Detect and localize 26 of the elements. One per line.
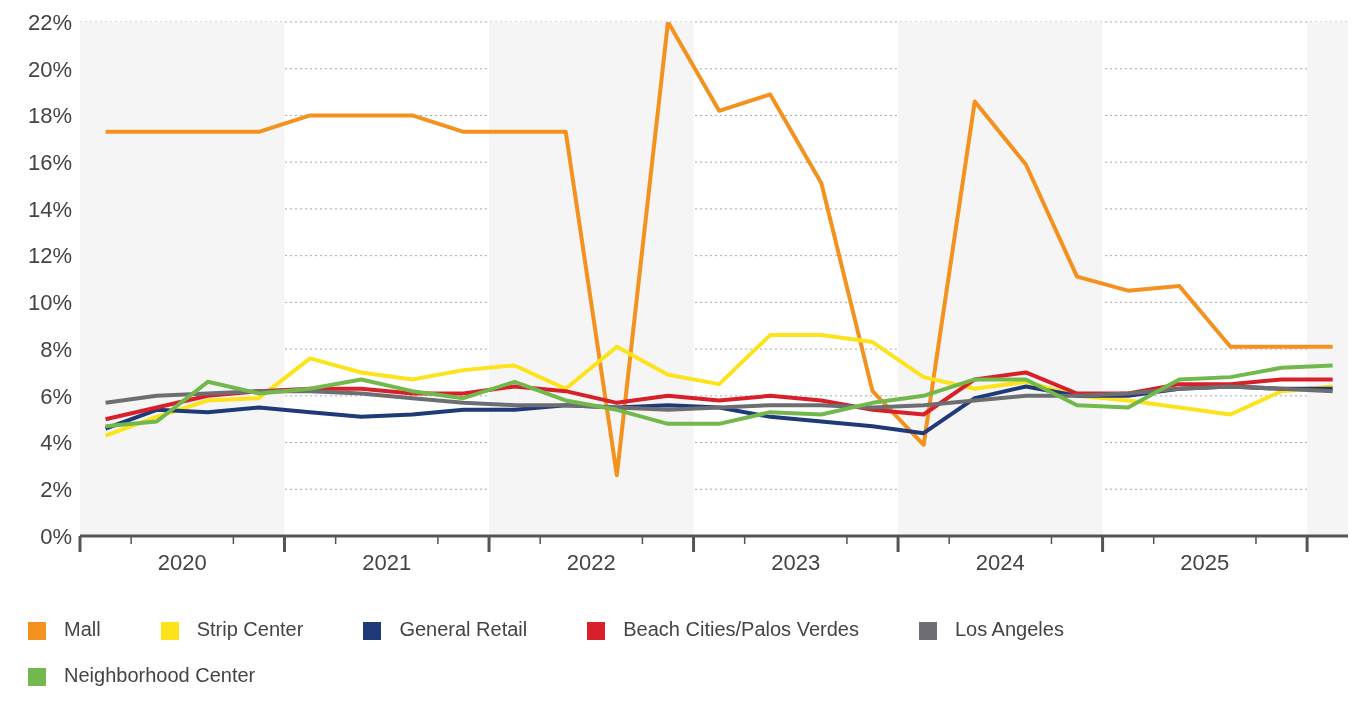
x-tick-label: 2020 — [157, 550, 207, 575]
legend-label: Mall — [64, 618, 101, 640]
y-tick-label: 18% — [27, 103, 72, 129]
y-tick-label: 16% — [27, 149, 72, 175]
y-tick-label: 0% — [40, 523, 72, 549]
legend-label: Strip Center — [196, 618, 304, 640]
y-tick-label: 12% — [27, 243, 72, 269]
x-tick-label: 2022 — [566, 550, 616, 575]
y-tick-label: 4% — [40, 430, 72, 456]
y-tick-label: 2% — [40, 477, 72, 503]
legend-label: Los Angeles — [954, 618, 1064, 640]
x-tick-label: 2023 — [771, 550, 821, 575]
y-tick-label: 10% — [27, 290, 72, 316]
x-tick-label: 2025 — [1180, 550, 1230, 575]
legend-label: General Retail — [399, 618, 528, 640]
y-tick-label: 14% — [27, 196, 72, 222]
x-tick-label: 2024 — [975, 550, 1025, 575]
legend-label: Neighborhood Center — [64, 664, 256, 686]
y-tick-label: 6% — [40, 383, 72, 409]
legend-label: Beach Cities/Palos Verdes — [623, 618, 859, 640]
y-tick-label: 20% — [27, 56, 72, 82]
y-tick-label: 22% — [27, 9, 72, 35]
y-tick-label: 8% — [40, 336, 72, 362]
line-series — [103, 363, 1335, 429]
x-tick-label: 2021 — [362, 550, 412, 575]
line-series — [103, 22, 1335, 478]
